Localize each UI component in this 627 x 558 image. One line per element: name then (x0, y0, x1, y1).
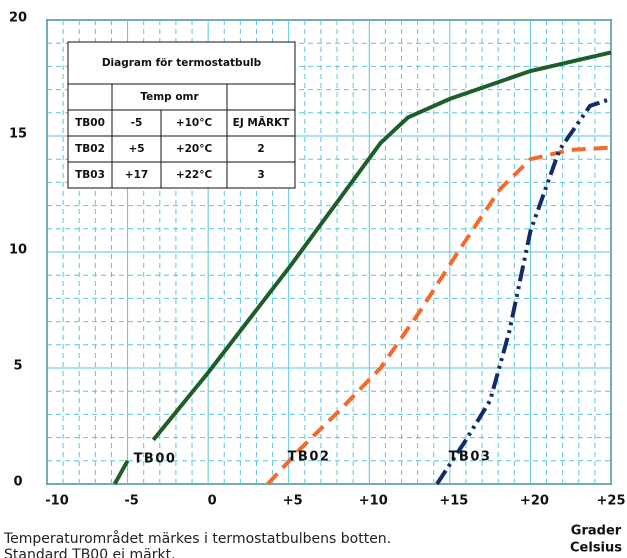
table-cell: +10°C (176, 117, 213, 129)
y-tick-label: 0 (13, 475, 22, 490)
note: Temperaturområdet märkes i termostatbulb… (3, 530, 391, 547)
y-tick-label: 5 (13, 359, 22, 374)
table-cell: 2 (257, 143, 264, 155)
x-axis-label: Celsius (570, 541, 622, 556)
table-cell: +20°C (176, 143, 213, 155)
table-cell: -5 (131, 117, 143, 129)
x-tick-label: +25 (597, 494, 626, 509)
series-line (266, 145, 612, 486)
y-tick-label: 10 (9, 243, 27, 258)
series (112, 50, 612, 486)
table-cell: TB00 (75, 117, 105, 129)
table-cell: TB02 (75, 143, 105, 155)
x-tick-label: +5 (283, 494, 303, 509)
note: Standard TB00 ej märkt. (4, 547, 176, 558)
x-tick-label: -5 (124, 494, 138, 509)
table-cell: EJ MÄRKT (233, 115, 291, 129)
table-bg (67, 41, 296, 189)
series-label: TB00 (134, 452, 177, 467)
series-line (435, 96, 612, 486)
table-cell: 3 (257, 169, 264, 181)
x-tick-label: +20 (520, 494, 549, 509)
x-axis-label: Grader (571, 524, 622, 539)
series-line (112, 459, 130, 485)
x-tick-label: +15 (439, 494, 468, 509)
series-label: TB02 (288, 450, 331, 465)
legend-table: Diagram för termostatbulb Temp omr TB00 -5 +… (67, 41, 296, 189)
labels: -10 -5 0 +5 +10 +15 +20 +25 0 5 10 15 20 TB00 TB02 TB03 (9, 11, 626, 509)
series-line (151, 50, 612, 442)
table-cell: +17 (125, 169, 148, 181)
table-cell: +22°C (176, 169, 213, 181)
table-header: Temp omr (140, 91, 199, 103)
table-cell: TB03 (75, 169, 105, 181)
x-tick-label: 0 (208, 494, 217, 509)
x-tick-label: +10 (359, 494, 388, 509)
table-cell: +5 (128, 143, 144, 155)
series-label: TB03 (449, 450, 492, 465)
x-tick-label: -10 (45, 494, 69, 509)
table-title: Diagram för termostatbulb (102, 57, 262, 69)
y-tick-label: 20 (9, 11, 27, 26)
y-tick-label: 15 (9, 127, 27, 142)
